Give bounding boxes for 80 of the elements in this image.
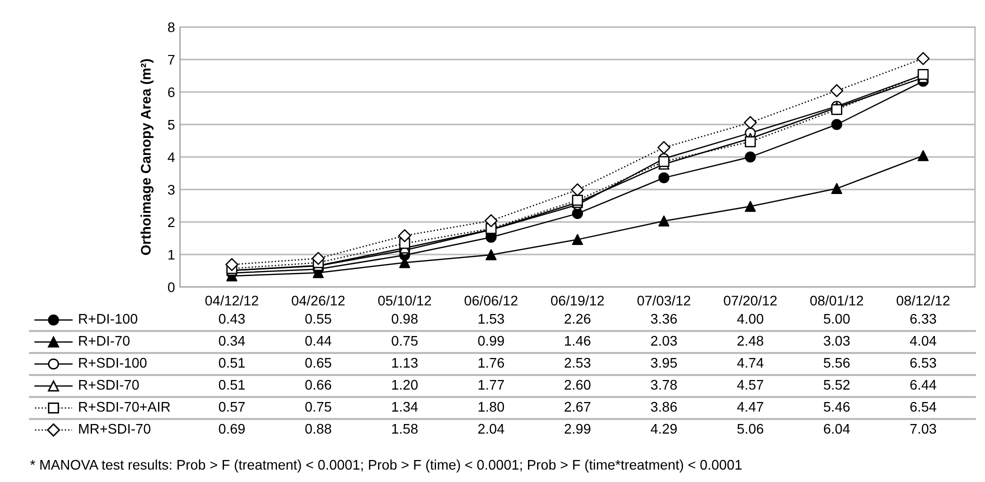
x-tick-label: 06/06/12 [464, 295, 518, 306]
y-tick-label: 5 [168, 120, 175, 130]
data-label: 3.03 [824, 336, 850, 346]
data-label: 1.34 [392, 402, 418, 412]
data-label: 4.04 [910, 336, 936, 346]
y-tick-label: 6 [168, 87, 175, 98]
data-label: 0.98 [392, 314, 418, 324]
y-tick-label: 0 [168, 282, 175, 292]
data-label: 1.76 [478, 358, 504, 368]
data-label: 6.44 [910, 380, 936, 390]
data-label: 2.04 [478, 424, 504, 434]
data-label: 0.51 [218, 380, 245, 390]
data-label: 6.54 [910, 402, 936, 412]
legend-label: R+DI-100 [79, 314, 138, 324]
data-label: 0.55 [305, 314, 332, 324]
x-tick-label: 08/12/12 [896, 295, 950, 306]
data-label: 0.57 [218, 402, 245, 412]
data-label: 4.47 [737, 402, 764, 412]
text: * MANOVA test results: Prob > F (treatment) < 0.0001; Prob > F (time) < 0.0001; Prob > F (time*treatment) < 0.0001 [30, 460, 742, 472]
data-label: 2.60 [564, 380, 590, 390]
data-label: 2.67 [564, 402, 590, 412]
data-label: 0.75 [392, 336, 418, 346]
y-tick-label: 3 [168, 184, 175, 195]
x-tick-label: 07/20/12 [724, 295, 777, 306]
data-label: 5.56 [824, 358, 850, 368]
data-label: 4.00 [737, 314, 764, 324]
y-tick-label: 1 [168, 250, 174, 260]
data-label: 2.53 [564, 358, 590, 368]
data-label: 5.00 [824, 314, 850, 324]
data-label: 4.74 [737, 358, 764, 368]
data-label: 6.04 [824, 424, 850, 434]
data-label: 3.95 [650, 358, 677, 368]
data-label: 7.03 [910, 424, 936, 434]
data-label: 5.52 [824, 380, 850, 390]
data-label: 5.46 [824, 402, 850, 412]
y-tick-label: 8 [168, 22, 175, 32]
data-label: 1.46 [565, 336, 590, 346]
data-label: 0.43 [218, 314, 245, 324]
data-label: 0.51 [218, 358, 245, 368]
x-tick-label: 06/19/12 [551, 295, 604, 306]
x-tick-label: 04/26/12 [292, 295, 345, 306]
y-axis-title: Orthoimage Canopy Area (m²) [140, 59, 154, 255]
x-tick-label: 05/10/12 [378, 295, 432, 306]
legend-label: R+SDI-70 [79, 380, 139, 390]
data-label: 1.53 [478, 314, 504, 324]
data-label: 3.86 [650, 402, 677, 412]
data-label: 1.13 [392, 358, 418, 368]
y-tick-label: 2 [168, 217, 174, 228]
data-label: 4.57 [737, 380, 764, 390]
data-label: 5.06 [737, 424, 764, 434]
data-label: 2.26 [564, 314, 590, 324]
data-label: 0.44 [305, 336, 332, 346]
legend-label: MR+SDI-70 [79, 424, 150, 434]
data-label: 1.80 [478, 402, 504, 412]
data-label: 2.48 [738, 336, 764, 346]
data-label: 0.34 [218, 336, 245, 346]
x-tick-label: 08/01/12 [810, 295, 864, 306]
x-tick-label: 07/03/12 [637, 295, 690, 306]
data-label: 0.66 [305, 380, 332, 390]
x-tick-label: 04/12/12 [205, 295, 258, 306]
data-label: 0.99 [478, 336, 504, 346]
data-label: 3.78 [650, 380, 677, 390]
data-label: 1.58 [392, 424, 418, 434]
data-label: 0.75 [305, 402, 332, 412]
y-tick-label: 7 [168, 54, 174, 65]
data-label: 6.53 [910, 358, 936, 368]
data-label: 6.33 [910, 314, 936, 324]
data-label: 0.65 [305, 358, 332, 368]
data-label: 0.69 [218, 424, 245, 434]
legend-label: R+SDI-100 [79, 358, 147, 368]
data-label: 1.20 [392, 380, 418, 390]
y-tick-label: 4 [168, 152, 175, 162]
legend-label: R+SDI-70+AIR [79, 402, 170, 412]
data-label: 4.29 [650, 424, 677, 434]
data-label: 0.88 [305, 424, 332, 434]
legend-label: R+DI-70 [79, 336, 130, 346]
data-label: 2.03 [651, 336, 677, 346]
data-label: 2.99 [564, 424, 590, 434]
data-label: 1.77 [478, 380, 504, 390]
data-label: 3.36 [650, 314, 677, 324]
